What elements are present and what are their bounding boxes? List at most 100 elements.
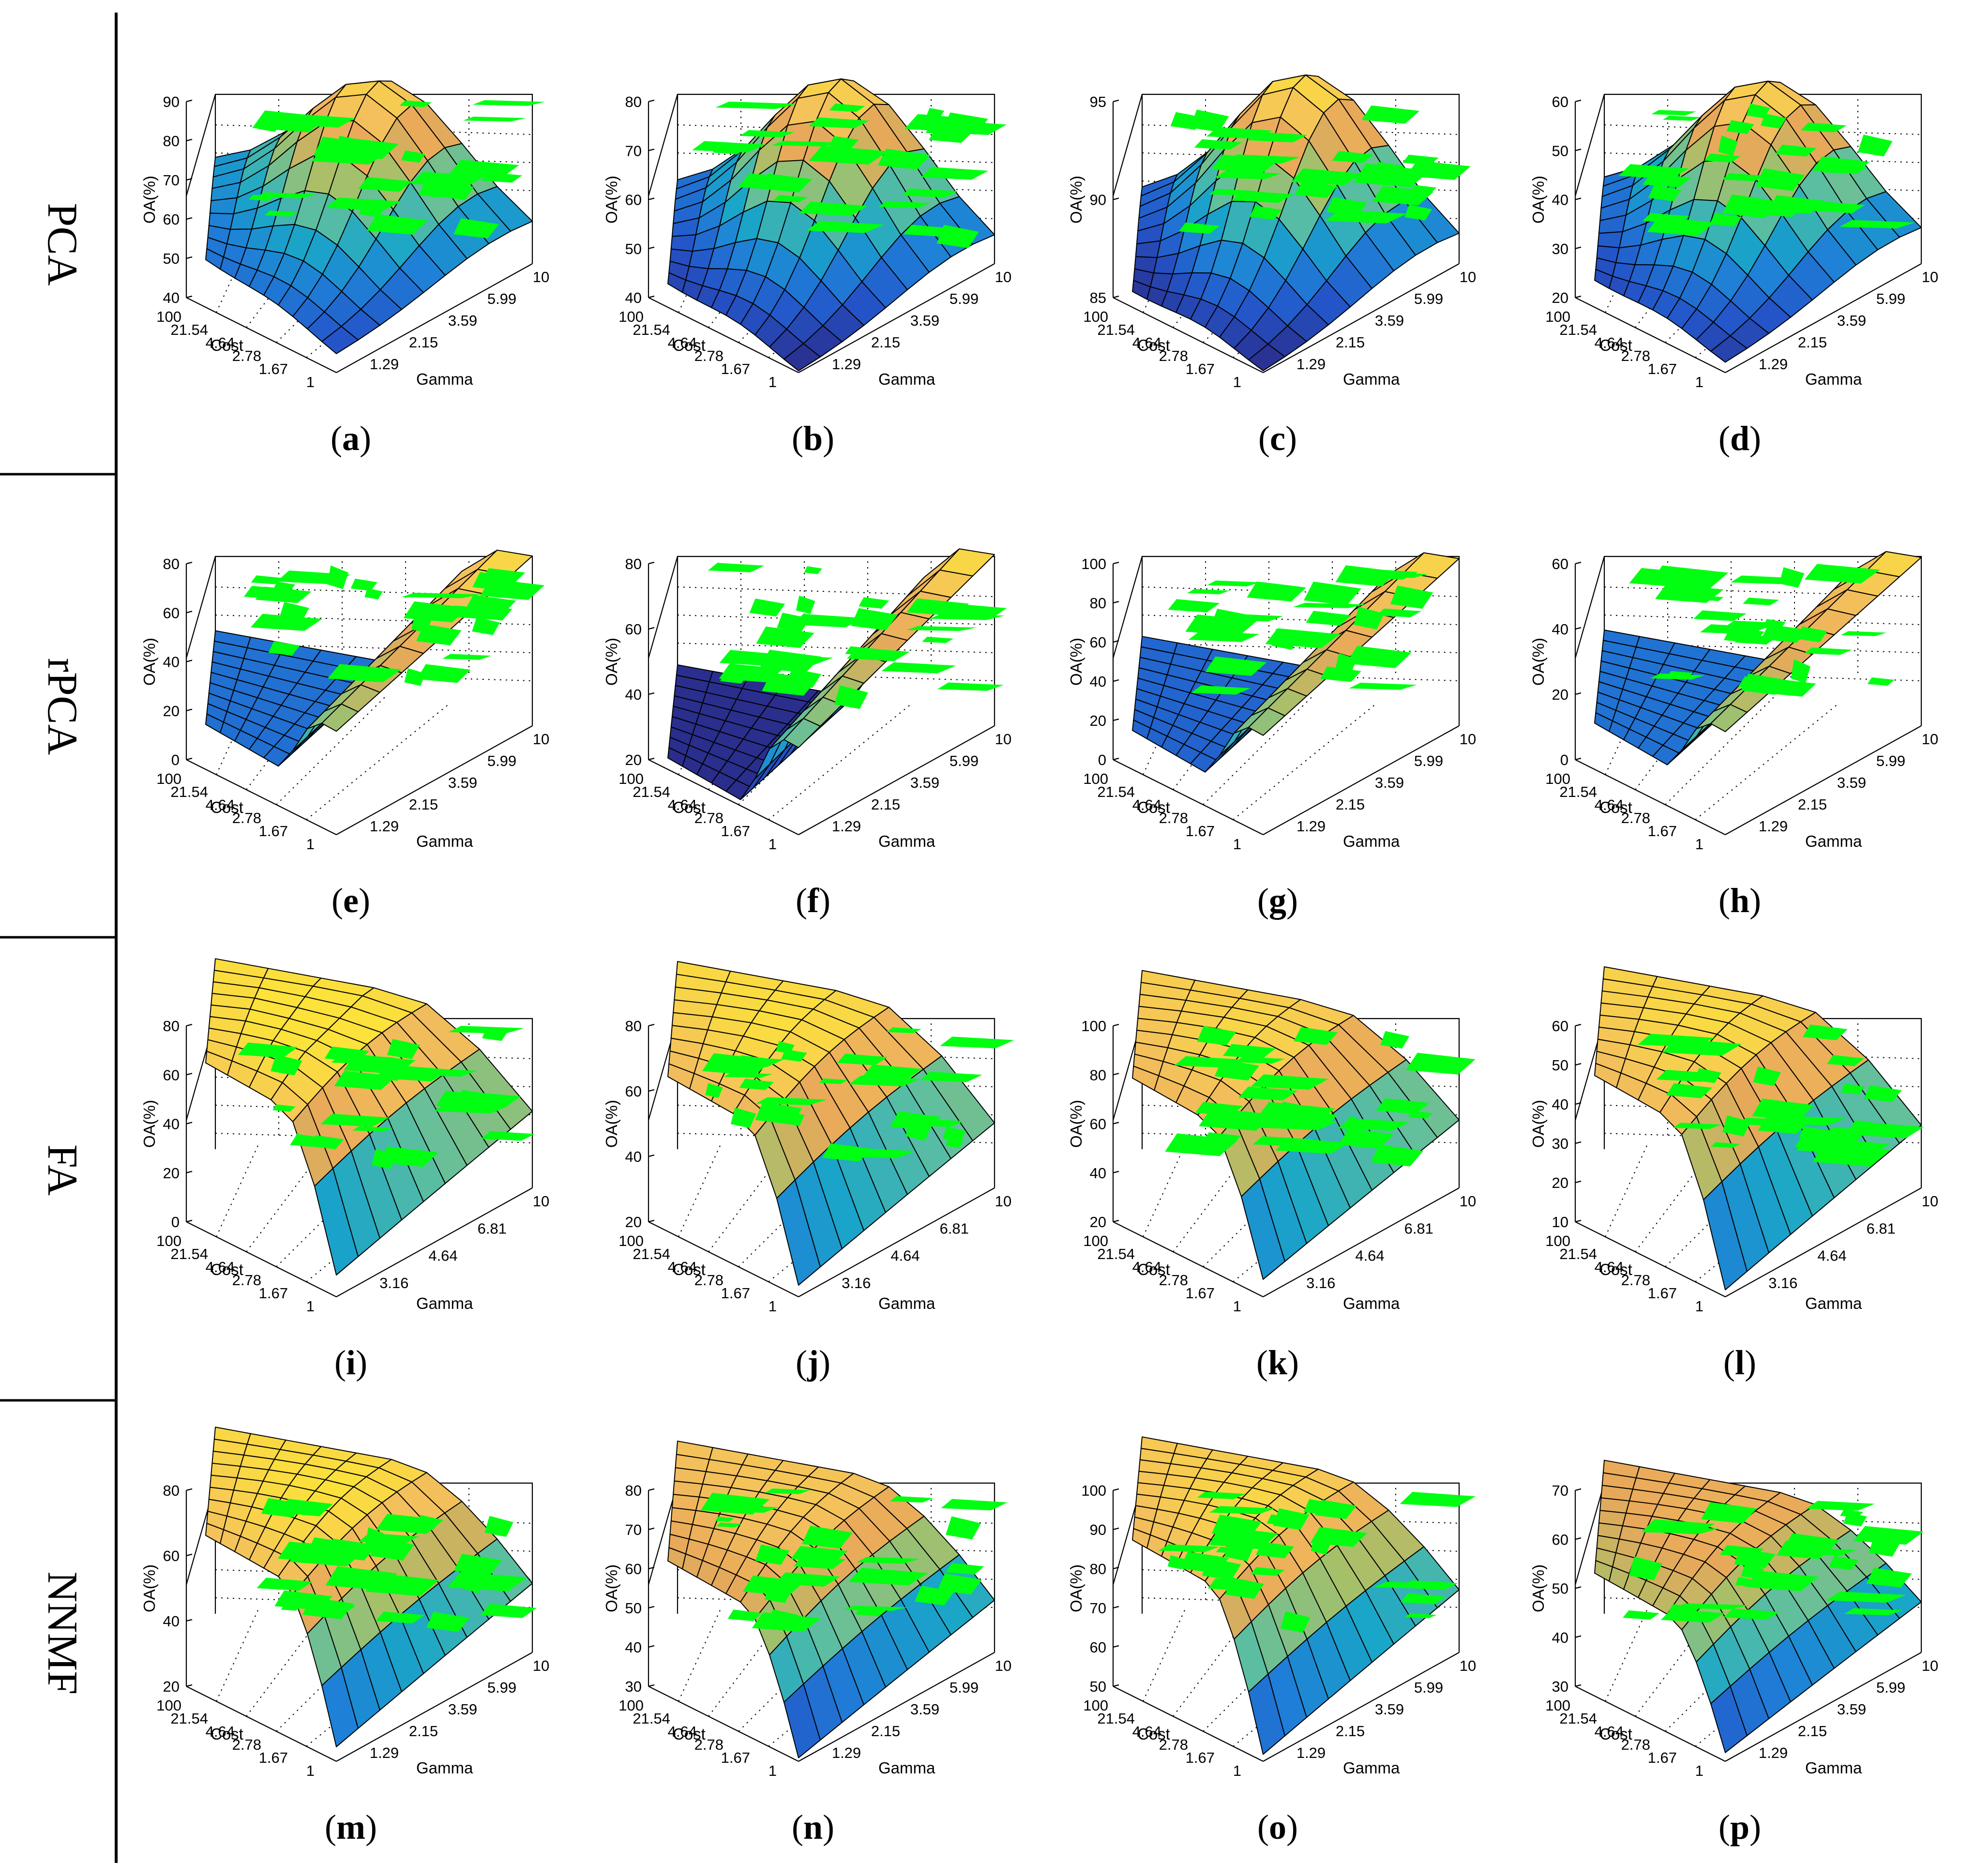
panel-letter: f <box>807 881 819 920</box>
green-artifact <box>1238 1086 1298 1101</box>
cost-tick-label: 21.54 <box>1559 1710 1597 1727</box>
cost-tick-label: 21.54 <box>170 783 208 800</box>
green-artifact <box>1622 1610 1659 1620</box>
z-tick-mark <box>1113 1645 1119 1648</box>
green-artifact <box>929 614 1005 620</box>
green-artifact <box>480 1604 537 1618</box>
z-tick-label: 0 <box>171 1214 180 1231</box>
z-tick-mark <box>1113 1566 1119 1570</box>
gamma-tick-label: 1.29 <box>832 1744 861 1761</box>
green-artifact <box>358 177 413 192</box>
panel-letter: a <box>342 419 360 458</box>
cost-tick-label: 1 <box>306 1298 315 1315</box>
green-artifact <box>1197 1026 1236 1046</box>
gamma-tick-label: 2.15 <box>1798 796 1827 813</box>
green-artifact <box>401 592 482 599</box>
gamma-axis-line <box>1263 1652 1460 1762</box>
green-artifact <box>1207 1578 1255 1591</box>
green-artifact <box>359 199 386 218</box>
z-tick-label: 80 <box>1090 595 1106 612</box>
cost-tick-label: 100 <box>156 308 181 325</box>
cost-tick-label: 21.54 <box>170 321 208 338</box>
green-artifact <box>482 1027 508 1041</box>
gamma-axis-line <box>336 1652 533 1762</box>
panel-letter: p <box>1730 1808 1749 1846</box>
green-artifact <box>692 141 766 153</box>
cost-axis-title: Cost <box>673 1725 706 1743</box>
z-tick-label: 60 <box>1090 1639 1106 1656</box>
cost-tick-label: 2.78 <box>1159 1736 1188 1753</box>
panel-label: (b) <box>792 419 834 458</box>
cost-tick-label: 100 <box>1083 308 1108 325</box>
z-tick-label: 60 <box>1552 1018 1568 1035</box>
cost-tick-label: 4.64 <box>1132 796 1161 813</box>
floor-grid-line <box>1203 695 1313 805</box>
green-artifact <box>937 1573 982 1595</box>
cost-tick-label: 4.64 <box>1132 334 1161 351</box>
z-tick-mark <box>186 708 193 711</box>
z-tick-label: 50 <box>625 1600 642 1617</box>
cost-tick-label: 2.78 <box>694 1272 724 1289</box>
z-tick-mark <box>186 1219 193 1223</box>
surface <box>1594 80 1922 363</box>
green-artifact <box>376 1514 444 1534</box>
green-artifact <box>1841 1083 1865 1095</box>
z-tick-mark <box>648 197 655 200</box>
z-tick-mark <box>1113 1171 1119 1173</box>
cost-tick-label: 100 <box>618 770 644 787</box>
surface-cell <box>1135 240 1161 258</box>
green-artifact <box>271 1054 302 1076</box>
cost-axis-line <box>1113 1686 1264 1762</box>
green-artifact <box>1767 1123 1800 1132</box>
green-artifact <box>905 1117 932 1141</box>
green-artifact <box>878 200 931 209</box>
floor-grid-line <box>1665 695 1776 805</box>
z-tick-label: 80 <box>625 1482 642 1499</box>
z-tick-mark <box>1575 246 1582 249</box>
cost-tick-label: 1.67 <box>1186 823 1215 840</box>
cost-axis-title: Cost <box>1599 798 1632 816</box>
cost-tick-label: 2.78 <box>1159 347 1188 364</box>
row-label-pca: PCA <box>39 203 86 285</box>
green-artifact <box>1804 647 1852 655</box>
gamma-axis-title: Gamma <box>1805 370 1862 388</box>
green-artifact <box>1662 116 1701 121</box>
green-artifact <box>862 1064 922 1080</box>
green-artifact <box>837 1053 888 1066</box>
z-tick-mark <box>186 757 193 761</box>
gamma-axis-line <box>1725 725 1922 835</box>
green-artifact <box>942 1126 966 1142</box>
gamma-tick-label: 6.81 <box>478 1220 507 1237</box>
cost-tick-label: 1 <box>1233 836 1241 853</box>
green-artifact <box>1255 1102 1335 1125</box>
cost-tick-label: 2.78 <box>694 810 724 826</box>
back-grid-line <box>215 1569 533 1580</box>
green-artifact <box>1168 599 1220 613</box>
panel-label: (i) <box>334 1343 367 1382</box>
green-artifact <box>248 195 274 201</box>
green-artifact <box>1291 168 1362 186</box>
green-artifact <box>848 1075 920 1087</box>
green-artifacts <box>1629 564 1895 697</box>
green-artifact <box>1866 1567 1912 1588</box>
green-artifact <box>358 1533 419 1545</box>
panel-letter: e <box>343 881 359 920</box>
panel-letter: n <box>803 1808 823 1846</box>
z-tick-label: 50 <box>625 240 642 257</box>
green-artifact <box>755 1101 802 1125</box>
z-tick-mark <box>1575 692 1582 695</box>
cost-tick-label: 4.64 <box>668 334 697 351</box>
panel-label: (g) <box>1257 881 1298 920</box>
cost-tick-label: 2.78 <box>694 347 724 364</box>
gamma-tick-label: 1.29 <box>370 818 399 835</box>
gamma-axis-line <box>798 1187 995 1297</box>
gamma-tick-label: 5.99 <box>950 1679 979 1696</box>
z-tick-label: 50 <box>1552 1057 1568 1074</box>
cost-tick-label: 4.64 <box>1595 1723 1624 1740</box>
gamma-tick-label: 2.15 <box>409 1723 438 1740</box>
green-artifact <box>887 1027 922 1034</box>
cost-tick-label: 1.67 <box>721 823 750 840</box>
